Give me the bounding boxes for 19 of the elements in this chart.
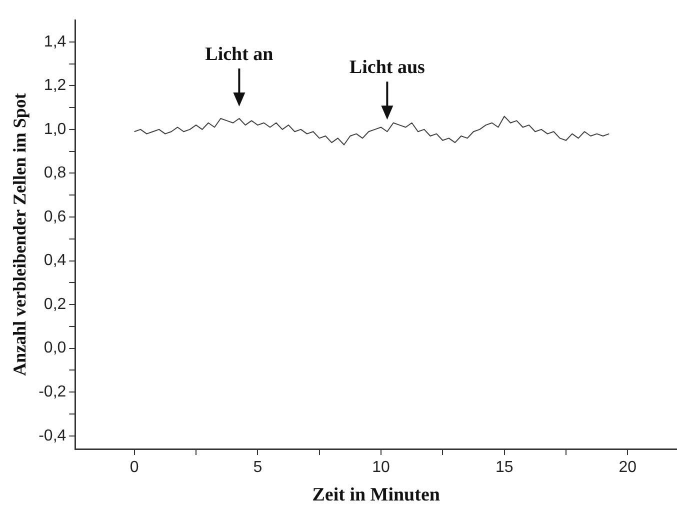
y-tick-label: 0,0 [44, 340, 66, 357]
x-axis-title: Zeit in Minuten [312, 484, 440, 506]
y-tick-label: 1,2 [44, 77, 66, 94]
y-tick-label: 0,8 [44, 164, 66, 182]
y-tick-label: 0,6 [44, 208, 66, 226]
x-tick-label: 10 [372, 459, 390, 476]
x-tick-label: 5 [253, 459, 262, 476]
x-tick-label: 15 [495, 459, 514, 476]
y-tick-label: -0,4 [38, 427, 66, 444]
y-tick-label: 1,4 [44, 33, 66, 50]
y-tick-label: 1,0 [44, 120, 66, 138]
y-tick-label: 0,2 [44, 296, 66, 313]
y-axis-title: Anzahl verbleibender Zellen im Spot [9, 93, 30, 376]
annotation: Licht an [205, 44, 274, 65]
y-tick-label: 0,4 [44, 252, 66, 270]
x-tick-label: 0 [130, 459, 139, 476]
x-tick-label: 20 [618, 459, 637, 476]
y-tick-label: -0,2 [38, 384, 66, 400]
annotation: Licht aus [349, 57, 425, 78]
